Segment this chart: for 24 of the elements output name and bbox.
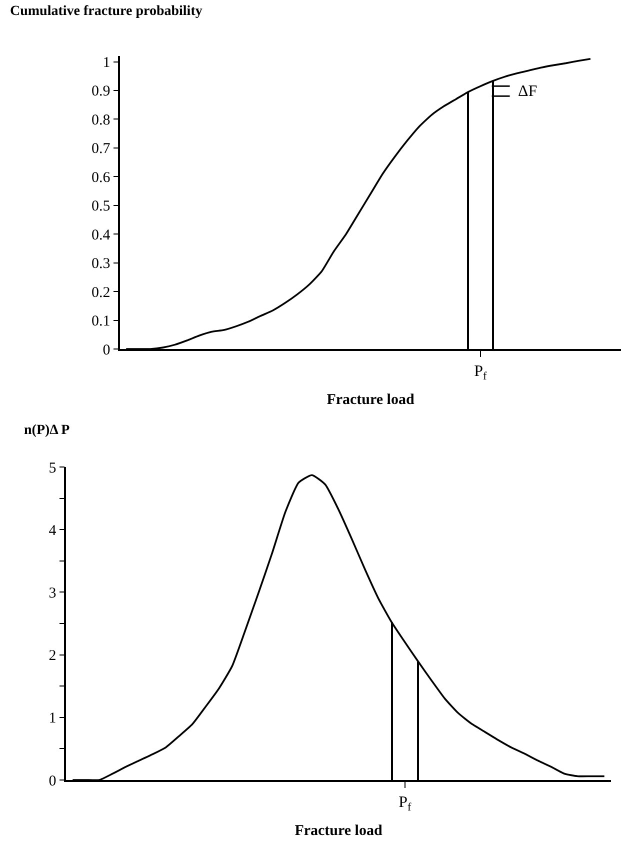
x-tick-label: P$_{f}$ <box>398 794 412 814</box>
y-tick-label: 0.2 <box>92 284 110 301</box>
y-tick-label: 5 <box>48 460 56 476</box>
y-tick-label: 0.8 <box>92 112 110 128</box>
y-tick-label: 4 <box>48 522 57 539</box>
y-tick-label: 2 <box>48 648 56 664</box>
x-tick-label: P$_{f}$ <box>474 362 488 382</box>
y-tick-label: 0.7 <box>92 141 111 158</box>
y-tick-label: 0 <box>48 773 56 790</box>
y-tick-label: 0.6 <box>92 170 111 186</box>
y-tick-label: 0.3 <box>92 256 110 272</box>
x-axis-title: Fracture load <box>326 392 415 408</box>
y-tick-label: 0.9 <box>92 84 110 100</box>
y-tick-label: 0.5 <box>92 198 110 215</box>
y-tick-label: 3 <box>48 585 56 602</box>
x-axis-title: Fracture load <box>294 822 383 839</box>
y-tick-label: 1 <box>48 710 56 727</box>
y-tick-label: 0.1 <box>92 314 110 330</box>
y-tick-label: 0 <box>102 342 110 358</box>
y-tick-label: 0.4 <box>92 227 111 244</box>
y-axis-title: n(P)Δ P <box>24 423 70 438</box>
y-axis-title: Cumulative fracture probability <box>10 4 202 19</box>
annotation: ΔF <box>518 83 538 100</box>
y-tick-label: 1 <box>102 55 110 71</box>
